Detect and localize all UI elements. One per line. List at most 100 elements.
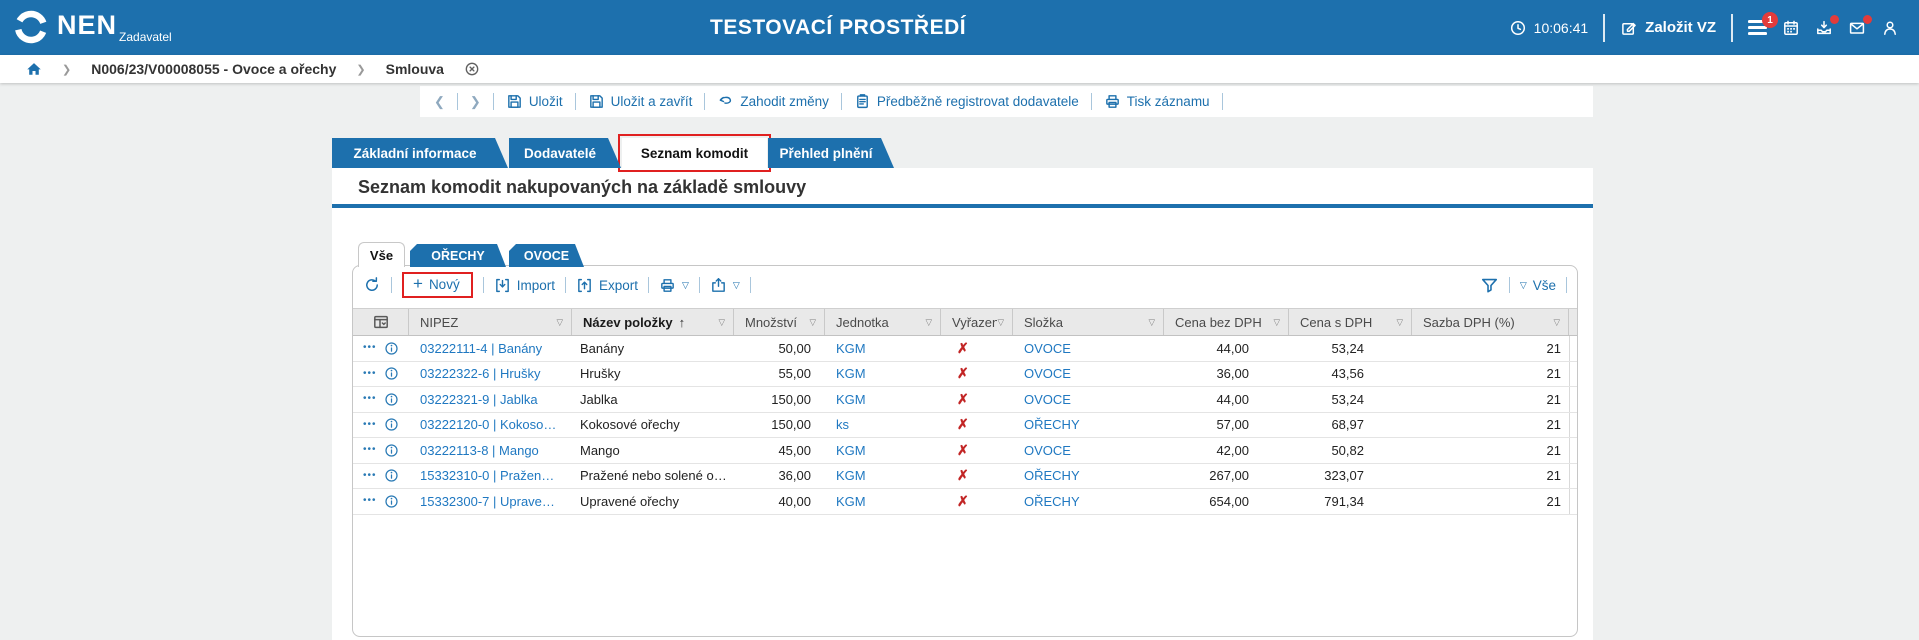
menu-button[interactable]: 1 [1748,12,1778,35]
unit-link[interactable]: KGM [836,493,866,509]
save-close-button[interactable]: Uložit a zavřít [588,93,692,110]
unit-link[interactable]: KGM [836,340,866,356]
tab-seznam-komodit[interactable]: Seznam komodit [618,134,771,172]
nipez-link[interactable]: 15332310-0 | Pražen… [420,468,555,484]
column-header-cena-s-dph[interactable]: Cena s DPH ▽ [1289,309,1412,335]
folder-link[interactable]: OVOCE [1024,340,1071,356]
save-button[interactable]: Uložit [506,93,563,110]
forward-button[interactable]: ❯ [469,93,481,109]
folder-link[interactable]: OŘECHY [1024,468,1080,484]
filter-button[interactable] [1480,276,1499,295]
table-row[interactable]: ••• 15332310-0 | Pražen… Pražené nebo so… [353,463,1577,489]
table-row[interactable]: ••• 03222120-0 | Kokoso… Kokosové ořechy… [353,412,1577,438]
filter-dropdown-icon[interactable]: ▽ [1148,316,1155,327]
row-info-button[interactable] [384,341,399,356]
column-header-nipez[interactable]: NIPEZ ▽ [409,309,572,335]
print-menu-button[interactable]: ▽ [659,277,689,294]
column-header-jednotka[interactable]: Jednotka ▽ [825,309,941,335]
export-button[interactable]: Export [576,277,638,294]
row-info-button[interactable] [384,417,399,432]
nipez-link[interactable]: 03222111-4 | Banány [420,340,543,356]
unit-link[interactable]: KGM [836,366,866,382]
filter-dropdown-icon[interactable]: ▽ [718,316,725,327]
row-menu-button[interactable]: ••• [363,495,377,507]
calendar-button[interactable] [1782,19,1800,37]
filter-dropdown-icon[interactable]: ▽ [1273,316,1280,327]
table-row[interactable]: ••• 03222321-9 | Jablka Jablka 150,00 KG… [353,387,1577,413]
table-row[interactable]: ••• 03222111-4 | Banány Banány 50,00 KGM… [353,336,1577,362]
table-row[interactable]: ••• 03222322-6 | Hrušky Hrušky 55,00 KGM… [353,361,1577,387]
filter-scope-dropdown[interactable]: ▽ Vše [1520,278,1556,293]
breadcrumb-item-contract[interactable]: Smlouva [385,61,444,77]
row-menu-button[interactable]: ••• [363,393,377,405]
back-button[interactable]: ❮ [434,93,445,109]
filter-dropdown-icon[interactable]: ▽ [997,316,1004,327]
home-button[interactable] [26,61,42,77]
nipez-link[interactable]: 03222321-9 | Jablka [420,391,538,407]
column-header-sazba-dph[interactable]: Sazba DPH (%) ▽ [1412,309,1569,335]
row-info-button[interactable] [384,443,399,458]
breadcrumb-item-procedure[interactable]: N006/23/V00008055 - Ovoce a ořechy [91,61,337,77]
filter-dropdown-icon[interactable]: ▽ [809,316,816,327]
folder-link[interactable]: OŘECHY [1024,417,1080,433]
row-menu-button[interactable]: ••• [363,444,377,456]
row-menu-button[interactable]: ••• [363,367,377,379]
title-underline [332,204,1593,208]
unit-link[interactable]: KGM [836,468,866,484]
downloads-button[interactable] [1815,14,1839,37]
row-info-button[interactable] [384,494,399,509]
filter-dropdown-icon[interactable]: ▽ [556,316,563,327]
nipez-link[interactable]: 03222322-6 | Hrušky [420,366,541,382]
subtab-label: Vše [369,247,394,263]
messages-button[interactable] [1848,14,1872,37]
chevron-down-icon: ▽ [1519,279,1527,290]
unit-link[interactable]: KGM [836,391,866,407]
nipez-link[interactable]: 03222113-8 | Mango [420,442,539,458]
filter-dropdown-icon[interactable]: ▽ [1553,316,1560,327]
subtab-vse[interactable]: Vše [358,242,405,267]
folder-link[interactable]: OVOCE [1024,391,1071,407]
preregister-supplier-button[interactable]: Předběžně registrovat dodavatele [854,93,1079,110]
nen-logo[interactable]: NEN Zadavatel [12,8,172,46]
create-vz-button[interactable]: Založit VZ [1620,19,1716,37]
nipez-link[interactable]: 03222120-0 | Kokoso… [420,417,557,433]
row-menu-button[interactable]: ••• [363,342,377,354]
print-record-button[interactable]: Tisk záznamu [1104,93,1210,110]
row-end-spacer [1569,387,1577,412]
discard-changes-button[interactable]: Zahodit změny [717,93,829,110]
clock: 10:06:41 [1509,19,1588,37]
tab-dodavatele[interactable]: Dodavatelé [509,138,621,168]
tab-zakladni-informace[interactable]: Základní informace [332,138,508,168]
column-header-vyrazeno[interactable]: Vyřazeno ▽ [941,309,1013,335]
filter-dropdown-icon[interactable]: ▽ [1396,316,1403,327]
refresh-button[interactable] [363,276,381,294]
tab-prehled-plneni[interactable]: Přehled plnění [768,138,894,168]
column-chooser-button[interactable] [353,309,409,335]
share-menu-button[interactable]: ▽ [710,277,740,294]
table-row[interactable]: ••• 15332300-7 | Uprave… Upravené ořechy… [353,489,1577,515]
unit-link[interactable]: KGM [836,442,866,458]
nipez-link[interactable]: 15332300-7 | Uprave… [420,493,555,509]
row-info-button[interactable] [384,392,399,407]
unit-link[interactable]: ks [836,417,849,433]
profile-button[interactable] [1881,19,1899,37]
subtab-orechy[interactable]: OŘECHY [410,244,506,267]
column-header-mnozstvi[interactable]: Množství ▽ [734,309,825,335]
filter-dropdown-icon[interactable]: ▽ [925,316,932,327]
column-header-slozka[interactable]: Složka ▽ [1013,309,1164,335]
folder-link[interactable]: OVOCE [1024,366,1071,382]
folder-link[interactable]: OVOCE [1024,442,1071,458]
new-button[interactable]: + Nový [402,272,473,298]
import-button[interactable]: Import [494,277,555,294]
column-header-nazev-polozky[interactable]: Název položky ↑ ▽ [572,309,734,335]
column-header-cena-bez-dph[interactable]: Cena bez DPH ▽ [1164,309,1289,335]
row-menu-button[interactable]: ••• [363,418,377,430]
row-info-button[interactable] [384,468,399,483]
row-info-button[interactable] [384,366,399,381]
row-menu-button[interactable]: ••• [363,469,377,481]
table-row[interactable]: ••• 03222113-8 | Mango Mango 45,00 KGM ✗… [353,438,1577,464]
folder-link[interactable]: OŘECHY [1024,493,1080,509]
close-tab-button[interactable] [464,61,480,77]
subtab-ovoce[interactable]: OVOCE [509,244,584,267]
nen-logo-icon [14,10,48,44]
